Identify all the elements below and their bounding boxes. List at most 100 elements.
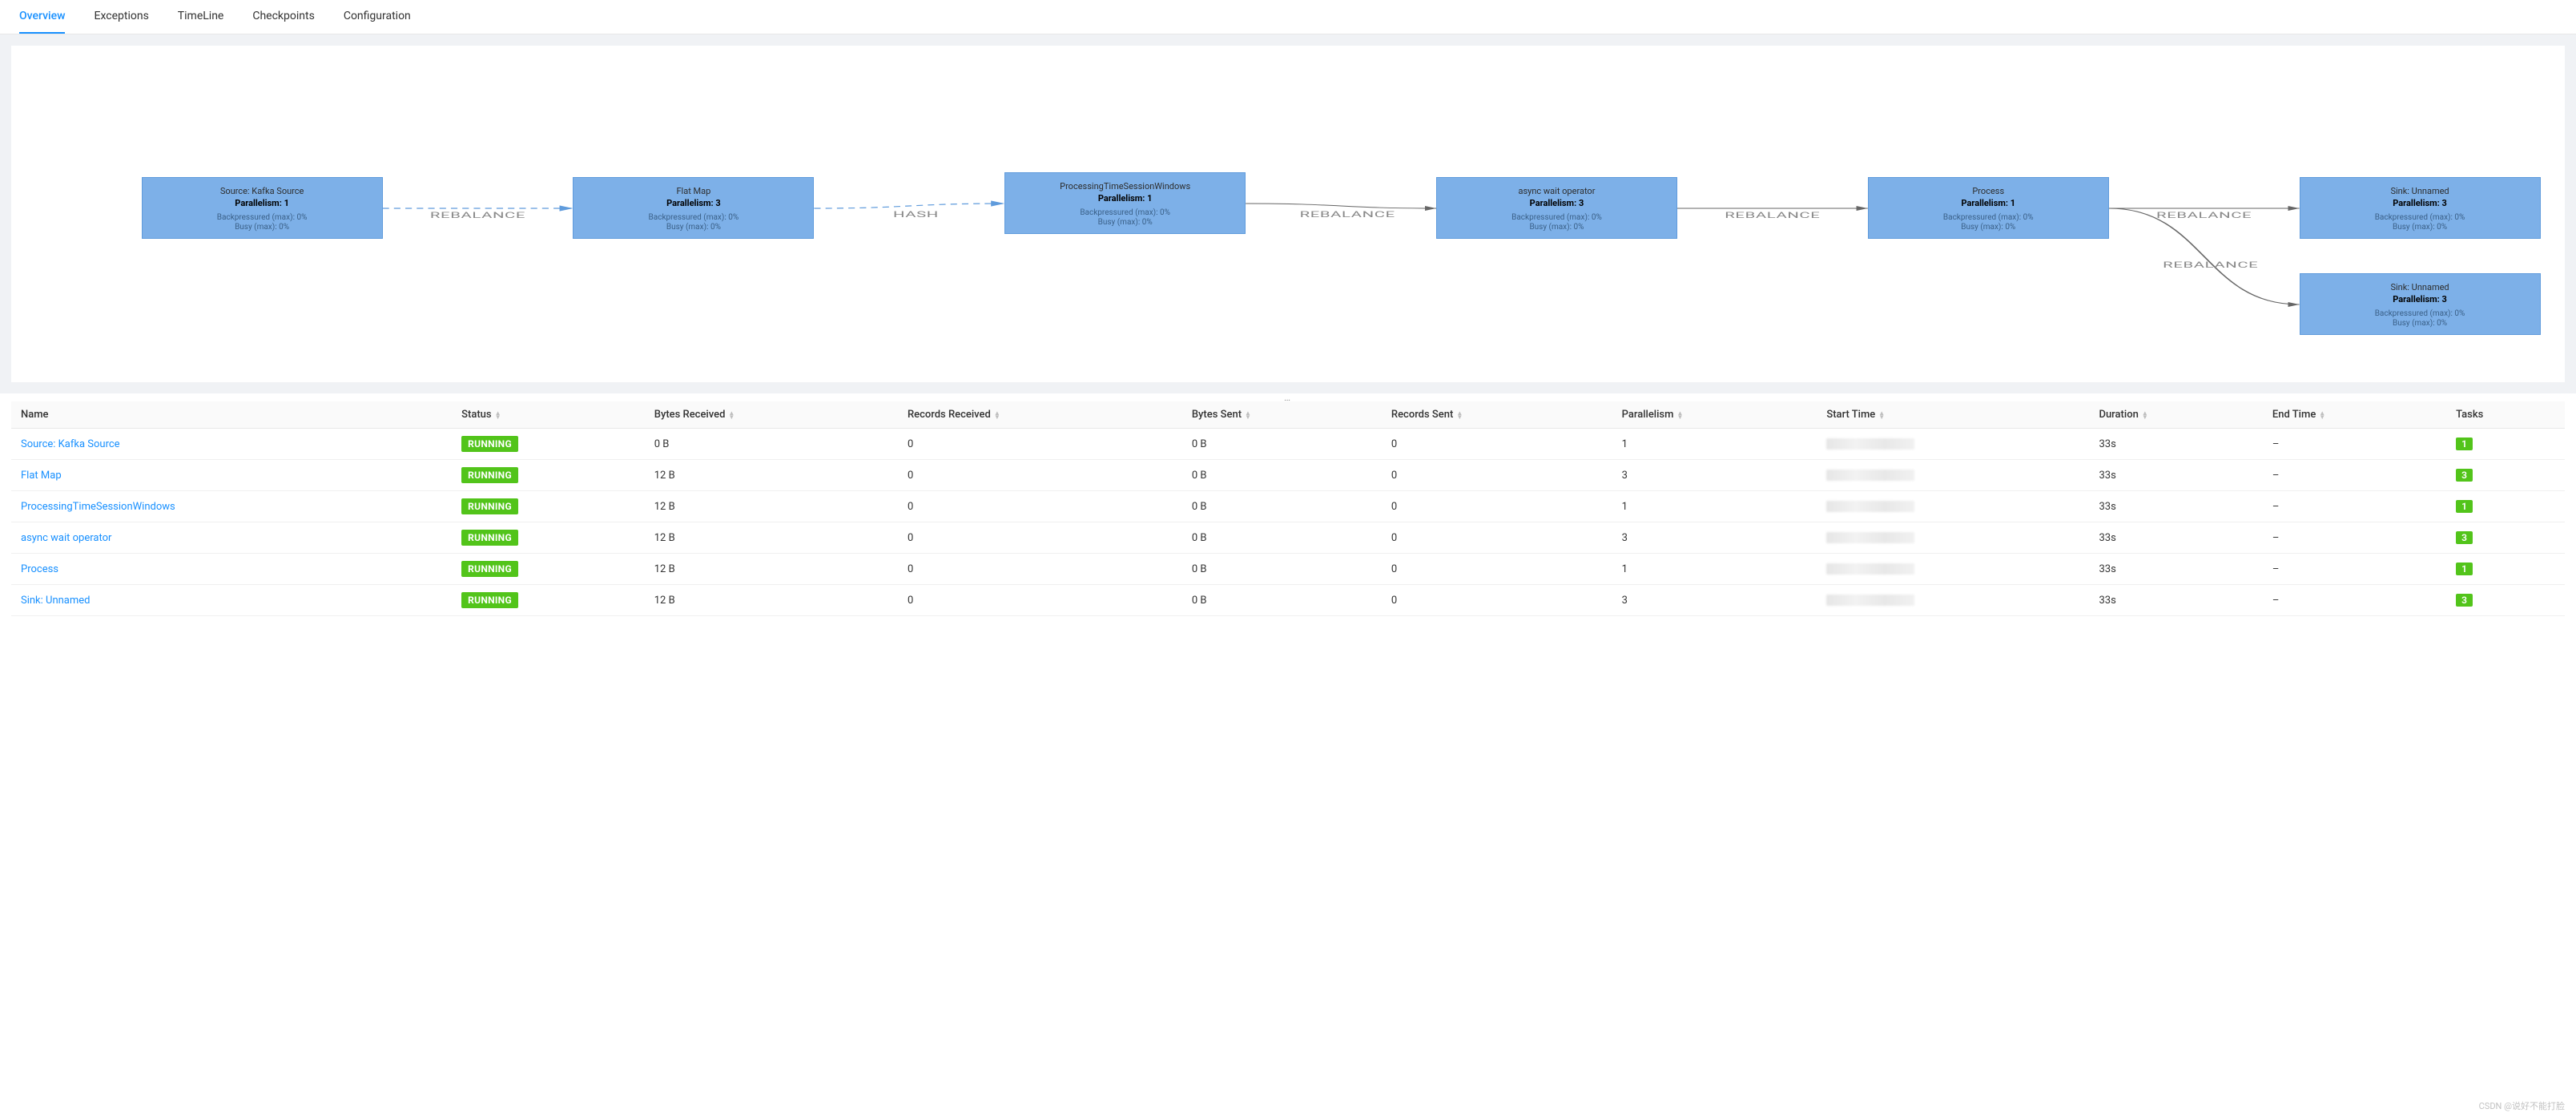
duration: 33s bbox=[2089, 429, 2262, 460]
node-busy: Busy (max): 0% bbox=[149, 223, 376, 232]
bytes-sent: 0 B bbox=[1182, 429, 1382, 460]
records-sent: 0 bbox=[1382, 554, 1612, 585]
col-status[interactable]: Status▲▼ bbox=[452, 401, 645, 429]
node-backpressure: Backpressured (max): 0% bbox=[580, 213, 807, 222]
records-received: 0 bbox=[898, 429, 1182, 460]
end-time: – bbox=[2263, 554, 2446, 585]
operator-name-link[interactable]: Process bbox=[21, 563, 58, 575]
dag-node[interactable]: Source: Kafka SourceParallelism: 1Backpr… bbox=[142, 177, 383, 239]
tab-checkpoints[interactable]: Checkpoints bbox=[252, 0, 314, 34]
node-busy: Busy (max): 0% bbox=[2307, 223, 2534, 232]
table-row[interactable]: Source: Kafka SourceRUNNING0 B00 B0133s–… bbox=[11, 429, 2565, 460]
col-tasks: Tasks bbox=[2446, 401, 2565, 429]
records-received: 0 bbox=[898, 554, 1182, 585]
bytes-received: 12 B bbox=[645, 554, 898, 585]
node-busy: Busy (max): 0% bbox=[580, 223, 807, 232]
dag-edge-label: HASH bbox=[893, 210, 939, 220]
tab-configuration[interactable]: Configuration bbox=[344, 0, 411, 34]
tab-timeline[interactable]: TimeLine bbox=[178, 0, 224, 34]
bytes-received: 0 B bbox=[645, 429, 898, 460]
records-sent: 0 bbox=[1382, 491, 1612, 522]
tasks-badge: 3 bbox=[2456, 469, 2473, 482]
col-bytesRecv[interactable]: Bytes Received▲▼ bbox=[645, 401, 898, 429]
operator-name-link[interactable]: ProcessingTimeSessionWindows bbox=[21, 501, 175, 513]
tasks-badge: 1 bbox=[2456, 563, 2473, 575]
records-received: 0 bbox=[898, 460, 1182, 491]
node-parallelism: Parallelism: 1 bbox=[1012, 193, 1238, 204]
bytes-received: 12 B bbox=[645, 460, 898, 491]
bytes-sent: 0 B bbox=[1182, 460, 1382, 491]
parallelism: 1 bbox=[1612, 554, 1817, 585]
tasks-badge: 1 bbox=[2456, 500, 2473, 513]
node-parallelism: Parallelism: 1 bbox=[149, 198, 376, 208]
dag-node[interactable]: Sink: UnnamedParallelism: 3Backpressured… bbox=[2300, 177, 2541, 239]
col-bytesSent[interactable]: Bytes Sent▲▼ bbox=[1182, 401, 1382, 429]
dag-node[interactable]: Sink: UnnamedParallelism: 3Backpressured… bbox=[2300, 273, 2541, 335]
table-row[interactable]: async wait operatorRUNNING12 B00 B0333s–… bbox=[11, 522, 2565, 554]
status-badge: RUNNING bbox=[461, 530, 518, 546]
tasks-badge: 3 bbox=[2456, 531, 2473, 544]
bytes-received: 12 B bbox=[645, 491, 898, 522]
start-time bbox=[1817, 554, 2089, 585]
dag-edge-label: REBALANCE bbox=[1300, 210, 1395, 220]
node-title: Process bbox=[1875, 186, 2102, 196]
records-received: 0 bbox=[898, 585, 1182, 616]
duration: 33s bbox=[2089, 585, 2262, 616]
operator-name-link[interactable]: Flat Map bbox=[21, 470, 62, 482]
table-body: Source: Kafka SourceRUNNING0 B00 B0133s–… bbox=[11, 429, 2565, 616]
end-time: – bbox=[2263, 491, 2446, 522]
dag-graph[interactable]: REBALANCEHASHREBALANCEREBALANCEREBALANCE… bbox=[11, 46, 2565, 382]
sort-icon: ▲▼ bbox=[1245, 411, 1251, 419]
records-sent: 0 bbox=[1382, 460, 1612, 491]
node-backpressure: Backpressured (max): 0% bbox=[2307, 213, 2534, 222]
dag-node[interactable]: ProcessingTimeSessionWindowsParallelism:… bbox=[1004, 172, 1246, 234]
operator-name-link[interactable]: async wait operator bbox=[21, 532, 111, 544]
dag-node[interactable]: Flat MapParallelism: 3Backpressured (max… bbox=[573, 177, 814, 239]
node-backpressure: Backpressured (max): 0% bbox=[1012, 208, 1238, 217]
table-row[interactable]: Sink: UnnamedRUNNING12 B00 B0333s–3 bbox=[11, 585, 2565, 616]
watermark: CSDN @说好不能打脸 bbox=[2479, 1099, 2565, 1112]
dag-edge bbox=[1246, 204, 1436, 208]
node-title: async wait operator bbox=[1443, 186, 1670, 196]
table-row[interactable]: ProcessRUNNING12 B00 B0133s–1 bbox=[11, 554, 2565, 585]
status-badge: RUNNING bbox=[461, 592, 518, 608]
records-received: 0 bbox=[898, 491, 1182, 522]
col-recRecv[interactable]: Records Received▲▼ bbox=[898, 401, 1182, 429]
dag-edge bbox=[2109, 208, 2300, 304]
operators-table: NameStatus▲▼Bytes Received▲▼Records Rece… bbox=[11, 401, 2565, 616]
table-row[interactable]: Flat MapRUNNING12 B00 B0333s–3 bbox=[11, 460, 2565, 491]
table-row[interactable]: ProcessingTimeSessionWindowsRUNNING12 B0… bbox=[11, 491, 2565, 522]
duration: 33s bbox=[2089, 554, 2262, 585]
node-title: Source: Kafka Source bbox=[149, 186, 376, 196]
operator-name-link[interactable]: Source: Kafka Source bbox=[21, 438, 120, 450]
col-recSent[interactable]: Records Sent▲▼ bbox=[1382, 401, 1612, 429]
col-duration[interactable]: Duration▲▼ bbox=[2089, 401, 2262, 429]
sort-icon: ▲▼ bbox=[1456, 411, 1463, 419]
dag-node[interactable]: async wait operatorParallelism: 3Backpre… bbox=[1436, 177, 1677, 239]
table-header-row: NameStatus▲▼Bytes Received▲▼Records Rece… bbox=[11, 401, 2565, 429]
duration: 33s bbox=[2089, 522, 2262, 554]
bytes-sent: 0 B bbox=[1182, 554, 1382, 585]
node-title: ProcessingTimeSessionWindows bbox=[1012, 181, 1238, 192]
end-time: – bbox=[2263, 460, 2446, 491]
dag-edge-label: REBALANCE bbox=[2156, 211, 2252, 220]
status-badge: RUNNING bbox=[461, 436, 518, 452]
parallelism: 1 bbox=[1612, 491, 1817, 522]
status-badge: RUNNING bbox=[461, 561, 518, 577]
col-name: Name bbox=[11, 401, 452, 429]
start-time bbox=[1817, 429, 2089, 460]
operator-name-link[interactable]: Sink: Unnamed bbox=[21, 595, 91, 607]
parallelism: 3 bbox=[1612, 460, 1817, 491]
dag-node[interactable]: ProcessParallelism: 1Backpressured (max)… bbox=[1868, 177, 2109, 239]
node-parallelism: Parallelism: 3 bbox=[2307, 198, 2534, 208]
node-parallelism: Parallelism: 3 bbox=[2307, 294, 2534, 304]
duration: 33s bbox=[2089, 460, 2262, 491]
sort-icon: ▲▼ bbox=[2142, 411, 2148, 419]
tab-overview[interactable]: Overview bbox=[19, 0, 65, 34]
col-start[interactable]: Start Time▲▼ bbox=[1817, 401, 2089, 429]
tab-exceptions[interactable]: Exceptions bbox=[94, 0, 148, 34]
col-end[interactable]: End Time▲▼ bbox=[2263, 401, 2446, 429]
table-splitter[interactable] bbox=[0, 393, 2576, 401]
col-parallel[interactable]: Parallelism▲▼ bbox=[1612, 401, 1817, 429]
bytes-sent: 0 B bbox=[1182, 491, 1382, 522]
